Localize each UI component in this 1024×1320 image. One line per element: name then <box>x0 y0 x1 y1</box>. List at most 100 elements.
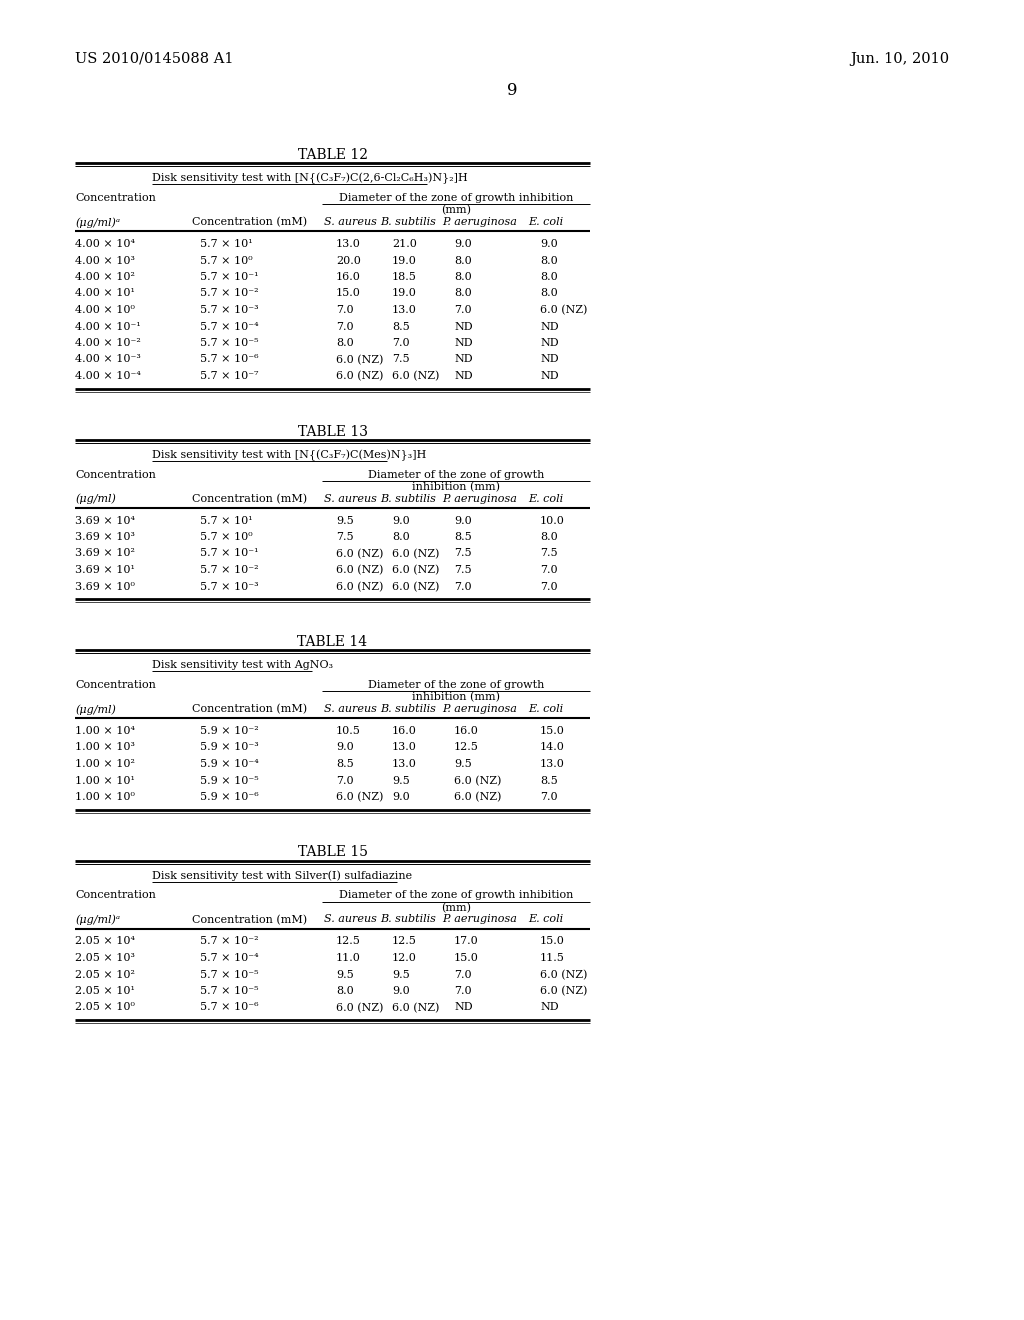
Text: 5.9 × 10⁻⁶: 5.9 × 10⁻⁶ <box>200 792 259 803</box>
Text: 4.00 × 10⁰: 4.00 × 10⁰ <box>75 305 135 315</box>
Text: 6.0 (NZ): 6.0 (NZ) <box>540 986 588 997</box>
Text: 9.5: 9.5 <box>336 516 353 525</box>
Text: 2.05 × 10³: 2.05 × 10³ <box>75 953 135 964</box>
Text: 5.7 × 10⁻⁵: 5.7 × 10⁻⁵ <box>200 969 258 979</box>
Text: 9.5: 9.5 <box>454 759 472 770</box>
Text: (μg/ml): (μg/ml) <box>75 494 116 504</box>
Text: 5.9 × 10⁻²: 5.9 × 10⁻² <box>200 726 259 737</box>
Text: 9.0: 9.0 <box>392 516 410 525</box>
Text: ND: ND <box>454 1002 473 1012</box>
Text: Concentration (mM): Concentration (mM) <box>193 216 307 227</box>
Text: 11.5: 11.5 <box>540 953 565 964</box>
Text: 1.00 × 10¹: 1.00 × 10¹ <box>75 776 135 785</box>
Text: S. aureus: S. aureus <box>324 915 377 924</box>
Text: 6.0 (NZ): 6.0 (NZ) <box>336 792 383 803</box>
Text: 6.0 (NZ): 6.0 (NZ) <box>336 565 383 576</box>
Text: 5.7 × 10⁻⁵: 5.7 × 10⁻⁵ <box>200 986 258 997</box>
Text: 15.0: 15.0 <box>540 726 565 737</box>
Text: P. aeruginosa: P. aeruginosa <box>442 216 517 227</box>
Text: TABLE 14: TABLE 14 <box>297 635 368 649</box>
Text: 4.00 × 10⁴: 4.00 × 10⁴ <box>75 239 135 249</box>
Text: 7.0: 7.0 <box>454 969 472 979</box>
Text: 7.5: 7.5 <box>392 355 410 364</box>
Text: E. coli: E. coli <box>528 704 563 714</box>
Text: 6.0 (NZ): 6.0 (NZ) <box>392 549 439 558</box>
Text: Disk sensitivity test with [N{(C₃F₇)C(Mes)N}₃]H: Disk sensitivity test with [N{(C₃F₇)C(Me… <box>152 450 426 461</box>
Text: 8.5: 8.5 <box>392 322 410 331</box>
Text: 6.0 (NZ): 6.0 (NZ) <box>454 792 502 803</box>
Text: B. subtilis: B. subtilis <box>380 216 436 227</box>
Text: (μg/ml): (μg/ml) <box>75 704 116 714</box>
Text: 8.0: 8.0 <box>454 256 472 265</box>
Text: 10.5: 10.5 <box>336 726 360 737</box>
Text: 12.5: 12.5 <box>454 742 479 752</box>
Text: 12.5: 12.5 <box>392 936 417 946</box>
Text: 9.5: 9.5 <box>392 969 410 979</box>
Text: S. aureus: S. aureus <box>324 704 377 714</box>
Text: 6.0 (NZ): 6.0 (NZ) <box>336 582 383 591</box>
Text: 5.7 × 10⁻⁴: 5.7 × 10⁻⁴ <box>200 322 259 331</box>
Text: 4.00 × 10³: 4.00 × 10³ <box>75 256 135 265</box>
Text: 12.5: 12.5 <box>336 936 360 946</box>
Text: ND: ND <box>454 338 473 348</box>
Text: S. aureus: S. aureus <box>324 494 377 503</box>
Text: 7.0: 7.0 <box>336 322 353 331</box>
Text: 1.00 × 10⁰: 1.00 × 10⁰ <box>75 792 135 803</box>
Text: Concentration (mM): Concentration (mM) <box>193 915 307 925</box>
Text: ND: ND <box>454 371 473 381</box>
Text: 5.7 × 10⁻⁷: 5.7 × 10⁻⁷ <box>200 371 258 381</box>
Text: Concentration: Concentration <box>75 470 156 479</box>
Text: 8.0: 8.0 <box>454 289 472 298</box>
Text: 5.7 × 10⁰: 5.7 × 10⁰ <box>200 532 253 543</box>
Text: (mm): (mm) <box>441 903 471 913</box>
Text: 6.0 (NZ): 6.0 (NZ) <box>454 776 502 785</box>
Text: 5.7 × 10¹: 5.7 × 10¹ <box>200 516 253 525</box>
Text: 9.5: 9.5 <box>336 969 353 979</box>
Text: 6.0 (NZ): 6.0 (NZ) <box>392 371 439 381</box>
Text: 5.7 × 10⁻⁵: 5.7 × 10⁻⁵ <box>200 338 258 348</box>
Text: ND: ND <box>454 355 473 364</box>
Text: 2.05 × 10²: 2.05 × 10² <box>75 969 135 979</box>
Text: 9.5: 9.5 <box>392 776 410 785</box>
Text: 9.0: 9.0 <box>336 742 353 752</box>
Text: 8.0: 8.0 <box>336 338 353 348</box>
Text: 4.00 × 10²: 4.00 × 10² <box>75 272 135 282</box>
Text: ND: ND <box>540 322 559 331</box>
Text: TABLE 13: TABLE 13 <box>298 425 368 438</box>
Text: TABLE 12: TABLE 12 <box>298 148 368 162</box>
Text: 4.00 × 10⁻¹: 4.00 × 10⁻¹ <box>75 322 140 331</box>
Text: Concentration (mM): Concentration (mM) <box>193 704 307 714</box>
Text: 8.0: 8.0 <box>540 289 558 298</box>
Text: 12.0: 12.0 <box>392 953 417 964</box>
Text: ND: ND <box>454 322 473 331</box>
Text: 7.0: 7.0 <box>540 565 558 576</box>
Text: E. coli: E. coli <box>528 494 563 503</box>
Text: 4.00 × 10¹: 4.00 × 10¹ <box>75 289 135 298</box>
Text: 16.0: 16.0 <box>454 726 479 737</box>
Text: 6.0 (NZ): 6.0 (NZ) <box>392 565 439 576</box>
Text: Disk sensitivity test with AgNO₃: Disk sensitivity test with AgNO₃ <box>152 660 333 671</box>
Text: 5.9 × 10⁻³: 5.9 × 10⁻³ <box>200 742 259 752</box>
Text: ND: ND <box>540 355 559 364</box>
Text: 14.0: 14.0 <box>540 742 565 752</box>
Text: 7.0: 7.0 <box>540 792 558 803</box>
Text: 9.0: 9.0 <box>454 516 472 525</box>
Text: 4.00 × 10⁻⁴: 4.00 × 10⁻⁴ <box>75 371 141 381</box>
Text: 8.5: 8.5 <box>454 532 472 543</box>
Text: 9: 9 <box>507 82 517 99</box>
Text: 5.7 × 10⁻³: 5.7 × 10⁻³ <box>200 582 259 591</box>
Text: 5.7 × 10⁻¹: 5.7 × 10⁻¹ <box>200 272 258 282</box>
Text: US 2010/0145088 A1: US 2010/0145088 A1 <box>75 51 233 66</box>
Text: P. aeruginosa: P. aeruginosa <box>442 915 517 924</box>
Text: 19.0: 19.0 <box>392 256 417 265</box>
Text: 8.5: 8.5 <box>540 776 558 785</box>
Text: 2.05 × 10¹: 2.05 × 10¹ <box>75 986 135 997</box>
Text: 8.0: 8.0 <box>540 532 558 543</box>
Text: Diameter of the zone of growth inhibition: Diameter of the zone of growth inhibitio… <box>339 193 573 203</box>
Text: Concentration: Concentration <box>75 680 156 690</box>
Text: inhibition (mm): inhibition (mm) <box>412 482 500 492</box>
Text: (μg/ml)ᵃ: (μg/ml)ᵃ <box>75 915 120 925</box>
Text: 6.0 (NZ): 6.0 (NZ) <box>336 549 383 558</box>
Text: 7.5: 7.5 <box>454 549 472 558</box>
Text: Diameter of the zone of growth: Diameter of the zone of growth <box>368 470 544 479</box>
